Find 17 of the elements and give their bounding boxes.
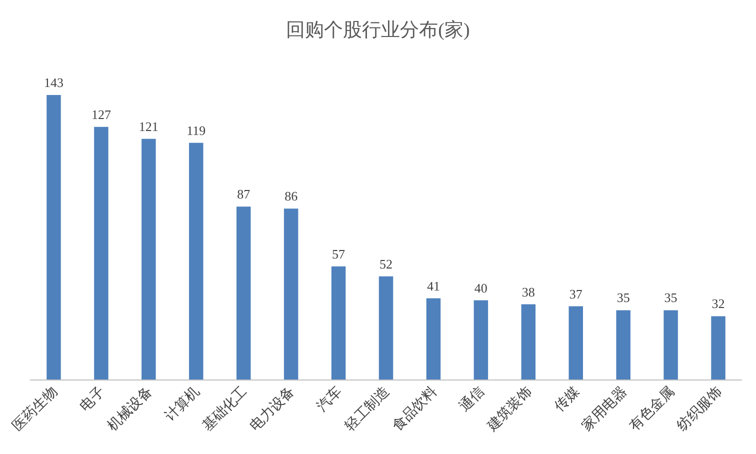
data-label: 37 [569, 286, 583, 302]
data-label: 119 [186, 122, 206, 138]
data-label: 127 [91, 106, 112, 122]
data-label: 40 [474, 280, 488, 296]
x-tick-label: 医药生物 [10, 384, 61, 434]
data-label: 52 [380, 256, 392, 272]
data-label: 121 [138, 118, 158, 134]
data-label: 32 [712, 296, 725, 312]
data-label: 41 [426, 278, 440, 294]
data-label: 57 [332, 246, 346, 262]
data-label: 35 [664, 290, 678, 306]
data-label: 86 [284, 188, 298, 204]
data-label: 87 [237, 186, 251, 202]
data-label: 143 [44, 75, 64, 90]
data-label: 35 [616, 290, 630, 306]
data-label: 38 [522, 284, 535, 300]
title: 回购个股行业分布(家) [286, 20, 470, 41]
